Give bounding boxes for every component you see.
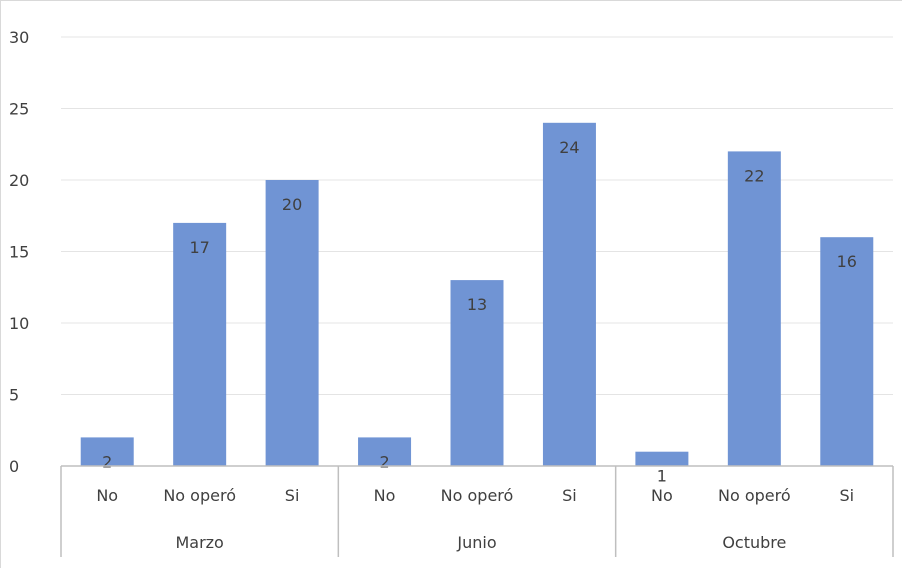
x-group-label: Marzo — [175, 533, 223, 552]
data-label: 17 — [189, 238, 209, 257]
data-label: 24 — [559, 138, 579, 157]
bar — [727, 151, 781, 466]
bars — [80, 122, 874, 467]
y-tick-label: 0 — [9, 457, 19, 476]
y-tick-label: 30 — [9, 28, 29, 47]
x-category-label: No operó — [718, 486, 791, 505]
bar — [358, 437, 412, 466]
y-tick-label: 10 — [9, 314, 29, 333]
x-category-label: No — [374, 486, 396, 505]
data-label: 13 — [467, 295, 487, 314]
x-category-label: Si — [562, 486, 577, 505]
bar — [173, 222, 227, 466]
y-axis-ticks: 0 5 10 15 20 25 30 — [9, 28, 29, 476]
data-label: 16 — [837, 252, 857, 271]
x-category-label: Si — [839, 486, 854, 505]
y-tick-label: 25 — [9, 100, 29, 119]
x-category-label: No operó — [163, 486, 236, 505]
y-tick-label: 15 — [9, 243, 29, 262]
x-category-label: No — [651, 486, 673, 505]
y-tick-label: 20 — [9, 171, 29, 190]
data-labels: 2 17 20 2 13 24 1 22 16 — [102, 138, 857, 486]
x-category-label: No — [96, 486, 118, 505]
bar — [635, 451, 689, 466]
data-label: 1 — [657, 467, 667, 486]
bar — [450, 280, 504, 466]
bar — [80, 437, 134, 466]
bar — [542, 122, 596, 467]
x-group-label: Junio — [456, 533, 496, 552]
bar — [265, 180, 319, 466]
data-label: 20 — [282, 195, 302, 214]
data-label: 2 — [379, 452, 389, 471]
x-axis: No No operó Si Marzo No No operó Si Junio No No o… — [60, 465, 894, 557]
x-category-label: No operó — [441, 486, 514, 505]
data-label: 22 — [744, 166, 764, 185]
bar — [820, 237, 874, 466]
x-category-label: Si — [285, 486, 300, 505]
y-tick-label: 5 — [9, 386, 19, 405]
x-group-label: Octubre — [722, 533, 786, 552]
data-label: 2 — [102, 452, 112, 471]
